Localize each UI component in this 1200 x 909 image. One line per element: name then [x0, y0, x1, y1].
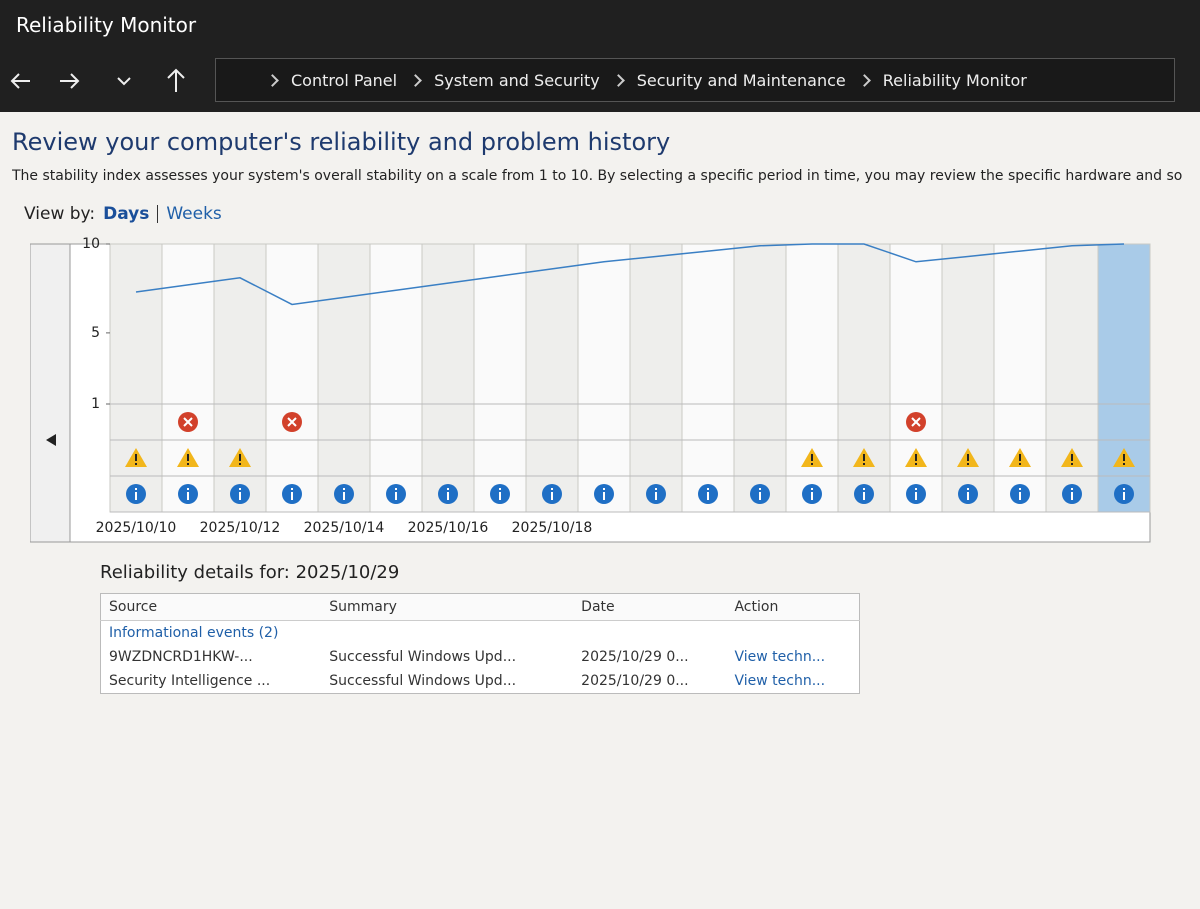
separator [157, 205, 159, 223]
y-tick-label: 1 [91, 396, 100, 412]
content: Review your computer's reliability and p… [0, 112, 1200, 909]
day-column[interactable] [993, 243, 1047, 513]
date-label: 2025/10/18 [512, 520, 593, 536]
column-header[interactable]: Date [573, 593, 727, 621]
day-column[interactable] [837, 243, 891, 513]
back-button[interactable] [10, 73, 30, 89]
event-row[interactable]: Security Intelligence ... Successful Wind… [101, 669, 860, 694]
action-link[interactable]: View techn... [734, 673, 826, 689]
cell: Security Intelligence ... [109, 673, 271, 689]
error-x [911, 417, 921, 427]
y-tick-label: 5 [91, 325, 100, 341]
breadcrumb-item[interactable]: Reliability Monitor [882, 70, 1027, 90]
day-column[interactable] [889, 243, 943, 513]
address-bar[interactable]: Control Panel System and Security Security… [215, 58, 1175, 102]
recent-button[interactable] [117, 77, 131, 86]
day-column[interactable] [265, 243, 319, 513]
date-label: 2025/10/12 [200, 520, 281, 536]
description: The stability index assesses your system… [12, 168, 1182, 184]
heading: Review your computer's reliability and p… [12, 128, 671, 156]
error-x [183, 417, 193, 427]
up-button[interactable] [167, 68, 185, 92]
separator [266, 73, 279, 87]
column-header[interactable]: Summary [321, 593, 574, 621]
day-column[interactable] [941, 243, 995, 513]
stability-chart: 10 5 1 2025/10/10 2025/10/12 2025/10/14 2025/1… [30, 236, 1151, 543]
cell: 2025/10/29 0... [581, 649, 689, 665]
column-header[interactable]: Source [100, 593, 322, 621]
cell: Successful Windows Upd... [329, 673, 517, 689]
error-x [287, 417, 297, 427]
breadcrumb-item[interactable]: System and Security [434, 70, 600, 90]
day-column[interactable] [1097, 243, 1151, 513]
day-column[interactable] [473, 243, 527, 513]
stability-line [135, 243, 1125, 306]
details: Reliability details for: 2025/10/29 Sour… [100, 562, 1160, 694]
cell: 2025/10/29 0... [581, 673, 689, 689]
scroll-left[interactable] [30, 243, 71, 543]
window-title: Reliability Monitor [0, 0, 1200, 50]
forward-button[interactable] [60, 73, 80, 89]
column-header[interactable]: Action [726, 593, 860, 621]
day-column[interactable] [785, 243, 839, 513]
scroll-arrow [46, 434, 56, 446]
day-column[interactable] [681, 243, 735, 513]
day-column[interactable] [1045, 243, 1099, 513]
day-column[interactable] [317, 243, 371, 513]
action-link[interactable]: View techn... [734, 649, 826, 665]
header-row: Source Summary Date Action [100, 593, 860, 621]
view-option[interactable]: Days [103, 204, 150, 224]
separator [857, 73, 871, 87]
details-table: Source Summary Date Action Informational ev… [100, 593, 860, 694]
nav-buttons [10, 68, 185, 92]
day-column[interactable] [213, 243, 267, 513]
breadcrumb-item[interactable]: Security and Maintenance [636, 70, 846, 90]
view-option[interactable]: Weeks [166, 204, 222, 224]
separator [409, 73, 422, 87]
date-label: 2025/10/16 [408, 520, 489, 536]
group-row: Informational events (2) [101, 621, 860, 646]
cell: Successful Windows Upd... [329, 649, 517, 665]
day-column[interactable] [629, 243, 683, 513]
date-label: 2025/10/10 [96, 520, 177, 536]
y-tick-label: 10 [82, 236, 100, 252]
breadcrumb-item[interactable]: Control Panel [291, 70, 398, 90]
view-by: View by: Days Weeks [24, 204, 222, 224]
day-column[interactable] [525, 243, 579, 513]
cell: 9WZDNCRD1HKW-... [109, 649, 253, 665]
day-column[interactable] [421, 243, 475, 513]
day-column[interactable] [733, 243, 787, 513]
day-column[interactable] [109, 243, 163, 513]
separator [611, 73, 625, 87]
day-column[interactable] [161, 243, 215, 513]
details-title: Reliability details for: 2025/10/29 [100, 562, 400, 583]
day-column[interactable] [369, 243, 423, 513]
event-row[interactable]: 9WZDNCRD1HKW-... Successful Windows Upd..… [101, 645, 860, 669]
group-title[interactable]: Informational events (2) [109, 625, 279, 641]
view-by-label: View by: [24, 204, 96, 224]
table-body: Informational events (2) 9WZDNCRD1HKW-...… [101, 621, 860, 694]
day-column[interactable] [577, 243, 631, 513]
date-label: 2025/10/14 [304, 520, 385, 536]
nav-bar: Control Panel System and Security Security… [0, 50, 1200, 112]
